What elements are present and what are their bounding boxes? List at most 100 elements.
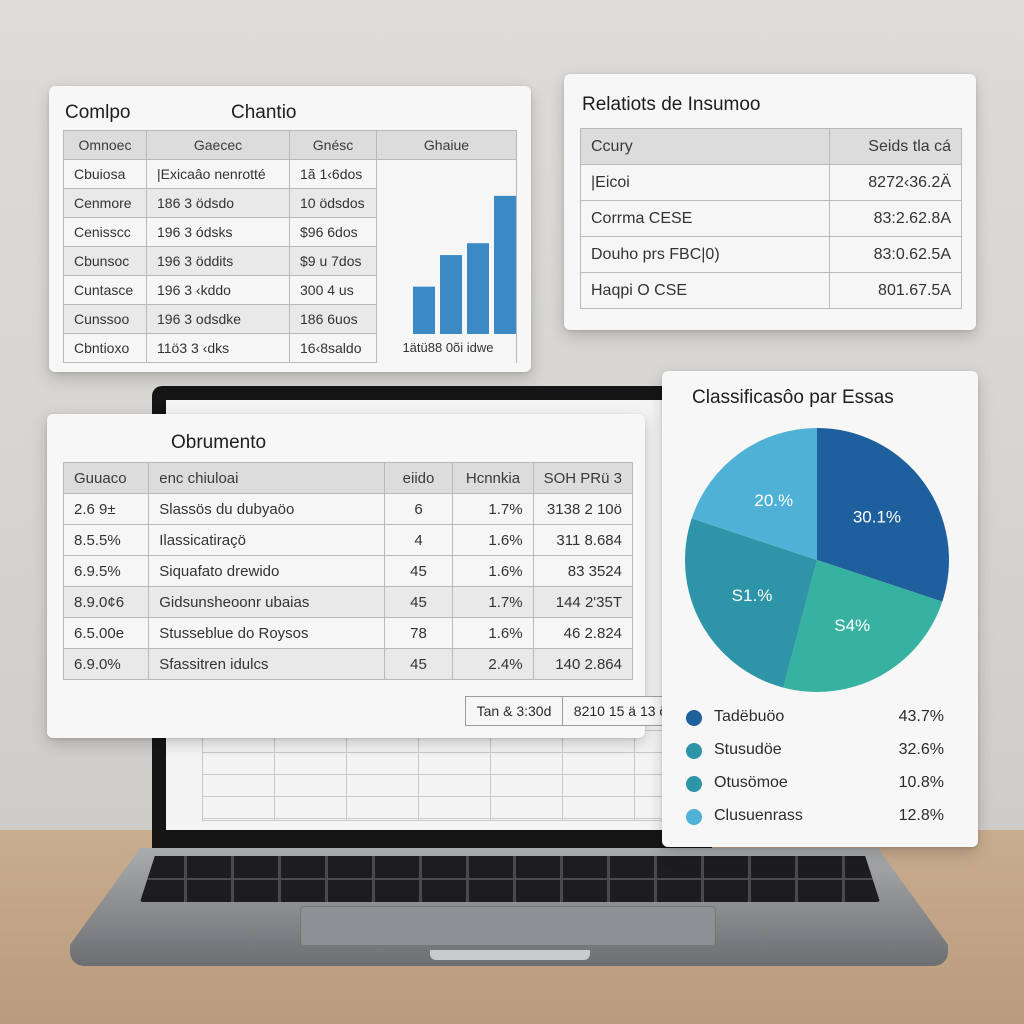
bar[interactable] (467, 243, 489, 334)
table-cell: 2.4% (452, 648, 534, 680)
card-title-right: Chantio (231, 102, 297, 123)
table-row[interactable]: Cunssoo 196 3 odsdke 186 6uos (63, 304, 517, 334)
table-row[interactable]: 8.5.5% Ilassicatiraçö 4 1.6% 311 8.684 (62, 524, 634, 556)
pie-slice[interactable] (685, 518, 817, 688)
table-cell: Cbuiosa (63, 159, 147, 189)
table-cell: Cbntioxo (63, 333, 147, 363)
column-header[interactable]: SOH PRü 3 (532, 462, 634, 494)
column-header[interactable]: Hcnnkia (452, 462, 534, 494)
table-row[interactable]: Corrma CESE 83:2.62.8A (580, 200, 962, 237)
table-row[interactable]: Cuntasce 196 3 ‹kddo 300 4 us (63, 275, 517, 305)
table-cell: Douho prs FBC|0) (580, 236, 830, 273)
table-cell: Gidsunsheoonr ubaias (148, 586, 385, 618)
summary-table-card: Comlpo Chantio Omnoec Gaecec Gnésc Ghaiu… (49, 86, 531, 372)
column-header[interactable]: Ccury (580, 128, 830, 165)
table-cell: Siquafato drewido (148, 555, 385, 587)
table-row[interactable]: 6.9.5% Siquafato drewido 45 1.6% 83 3524 (62, 555, 634, 587)
column-header[interactable]: Guuaco (62, 462, 150, 494)
pie-chart: 30.1% S4% S1.% 20.% (685, 428, 949, 692)
legend-item[interactable]: Stusudöe 32.6% (684, 738, 944, 764)
table-cell: 1.6% (452, 555, 534, 587)
table-cell: 186 6uos (289, 304, 377, 334)
legend-item[interactable]: Clusuenrass 12.8% (684, 804, 944, 830)
table-cell: 6 (383, 493, 454, 525)
column-header[interactable]: Ghaiue (376, 130, 517, 160)
table-header-row: Omnoec Gaecec Gnésc Ghaiue (63, 130, 517, 160)
table-row[interactable]: Cbntioxo 11ö3 3 ‹dks 16‹8saldo (63, 333, 517, 363)
table-cell: Ilassicatiraçö (148, 524, 385, 556)
column-header[interactable]: Gaecec (146, 130, 290, 160)
card-title-left: Comlpo (65, 102, 131, 123)
column-header[interactable]: Seids tla cá (829, 128, 962, 165)
table-cell: 6.9.5% (62, 555, 150, 587)
bar-chart: 1ätü88 0õi idwe (402, 195, 516, 355)
pie-slice-label: S1.% (732, 586, 773, 605)
table-cell: Sfassitren idulcs (148, 648, 385, 680)
table-row[interactable]: Cbuiosa |Exicaâo nenrotté 1ã 1‹6dos (63, 159, 517, 363)
laptop-trackpad (300, 906, 716, 946)
pie-slice[interactable] (691, 428, 817, 560)
legend-value: 12.8% (898, 807, 944, 824)
table-row[interactable]: Cenisscc 196 3 ódsks $96 6dos (63, 217, 517, 247)
table-cell: 140 2.864 (532, 648, 634, 680)
legend-swatch (686, 743, 702, 759)
table-row[interactable]: Cbunsoc 196 3 öddits $9 u 7dos (63, 246, 517, 276)
legend-label: Stusudöe (714, 741, 782, 758)
column-header[interactable]: Gnésc (289, 130, 377, 160)
table-cell: 144 2'35T (532, 586, 634, 618)
table-cell: 45 (383, 555, 454, 587)
bar-chart-caption: 1ätü88 0õi idwe (402, 340, 493, 355)
card-title: Obrumento (171, 432, 267, 453)
pie-slice-label: 30.1% (853, 508, 901, 527)
bar[interactable] (494, 195, 516, 334)
table-cell: 4 (383, 524, 454, 556)
table-cell: 1ã 1‹6dos (289, 159, 377, 189)
column-header[interactable]: enc chiuloai (148, 462, 385, 494)
classification-pie-card: Classificasôo par Essas 30.1% S4% S1.% 20.%… (662, 371, 978, 847)
table-row[interactable]: 2.6 9± Slassös du dubyaöo 6 1.7% 3138 2 … (62, 493, 634, 525)
table-cell: 1.6% (452, 617, 534, 649)
table-header-row: Ccury Seids tla cá (580, 128, 962, 165)
table-row[interactable]: |Eicoi 8272‹36.2Ä (580, 164, 962, 201)
table-cell: 8272‹36.2Ä (829, 164, 962, 201)
pie-slice-label: S4% (834, 616, 870, 635)
table-row[interactable]: Cenmore 186 3 ödsdo 10 ödsdos (63, 188, 517, 218)
table-row[interactable]: 6.5.00e Stusseblue do Roysos 78 1.6% 46 … (62, 617, 634, 649)
column-header[interactable]: Omnoec (63, 130, 147, 160)
pie-slice[interactable] (783, 560, 943, 692)
card-title: Relatiots de Insumoo (582, 94, 761, 115)
table-cell: $96 6dos (289, 217, 377, 247)
column-header[interactable]: eiido (383, 462, 454, 494)
table-cell: 196 3 ódsks (146, 217, 290, 247)
table-cell: Cenmore (63, 188, 147, 218)
table-cell: 46 2.824 (532, 617, 634, 649)
laptop-keyboard (140, 856, 880, 902)
bar[interactable] (413, 286, 435, 334)
legend-item[interactable]: Otusömoe 10.8% (684, 771, 944, 797)
pie-slice[interactable] (817, 428, 949, 602)
table-cell: 6.9.0% (62, 648, 150, 680)
table-cell: 83 3524 (532, 555, 634, 587)
table-cell: |Eicoi (580, 164, 830, 201)
legend-value: 43.7% (898, 708, 944, 725)
table-cell: 300 4 us (289, 275, 377, 305)
table-cell: 8.5.5% (62, 524, 150, 556)
table-cell: 45 (383, 648, 454, 680)
table-cell: 801.67.5A (829, 272, 962, 309)
table-cell: Cbunsoc (63, 246, 147, 276)
table-cell: 1.6% (452, 524, 534, 556)
legend-value: 10.8% (898, 774, 944, 791)
detail-table: Guuaco enc chiuloai eiido Hcnnkia SOH PR… (62, 462, 634, 680)
table-cell: 78 (383, 617, 454, 649)
legend-item[interactable]: Tadëbuöo 43.7% (684, 705, 944, 731)
table-row[interactable]: 6.9.0% Sfassitren idulcs 45 2.4% 140 2.8… (62, 648, 634, 680)
table-cell: 16‹8saldo (289, 333, 377, 363)
bar[interactable] (440, 255, 462, 334)
legend-label: Clusuenrass (714, 807, 803, 824)
table-row[interactable]: 8.9.0¢6 Gidsunsheoonr ubaias 45 1.7% 144… (62, 586, 634, 618)
table-cell: Cuntasce (63, 275, 147, 305)
legend-swatch (686, 710, 702, 726)
table-row[interactable]: Douho prs FBC|0) 83:0.62.5A (580, 236, 962, 273)
table-cell: $9 u 7dos (289, 246, 377, 276)
table-row[interactable]: Haqpi O CSE 801.67.5A (580, 272, 962, 309)
